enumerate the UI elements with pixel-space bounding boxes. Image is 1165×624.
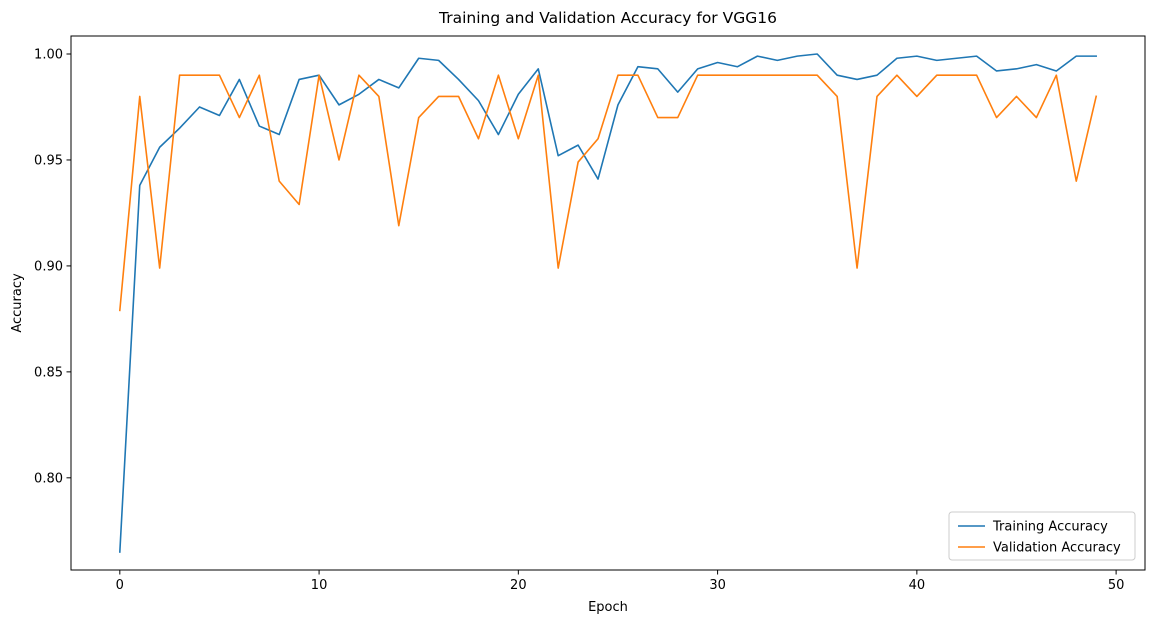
x-tick-label: 50: [1108, 578, 1125, 593]
y-tick-label: 0.90: [34, 259, 63, 274]
axes-frame: [70, 35, 1146, 571]
y-axis: 0.80 0.85 0.90 0.95 1.00: [34, 48, 71, 486]
legend: Training Accuracy Validation Accuracy: [948, 511, 1136, 561]
y-tick-label: 0.85: [34, 365, 63, 380]
x-tick-label: 10: [311, 578, 328, 593]
legend-box: [948, 511, 1136, 561]
x-tick-label: 30: [709, 578, 726, 593]
x-axis: 0 10 20 30 40 50: [116, 570, 1125, 593]
series-layer: [118, 53, 1098, 553]
x-tick-label: 20: [510, 578, 527, 593]
y-tick-label: 0.95: [34, 153, 63, 168]
series-line-training: [118, 53, 1097, 553]
y-tick-label: 0.80: [34, 471, 63, 486]
y-axis-title: Accuracy: [10, 273, 25, 333]
x-tick-label: 0: [116, 578, 124, 593]
x-tick-label: 40: [909, 578, 926, 593]
series-line-validation: [118, 74, 1098, 312]
legend-label: Training Accuracy: [992, 520, 1108, 535]
y-tick-label: 1.00: [34, 48, 63, 63]
plot-area: [70, 35, 1146, 571]
x-axis-title: Epoch: [588, 600, 628, 615]
legend-label: Validation Accuracy: [993, 541, 1121, 556]
chart-title: Training and Validation Accuracy for VGG…: [438, 9, 777, 27]
